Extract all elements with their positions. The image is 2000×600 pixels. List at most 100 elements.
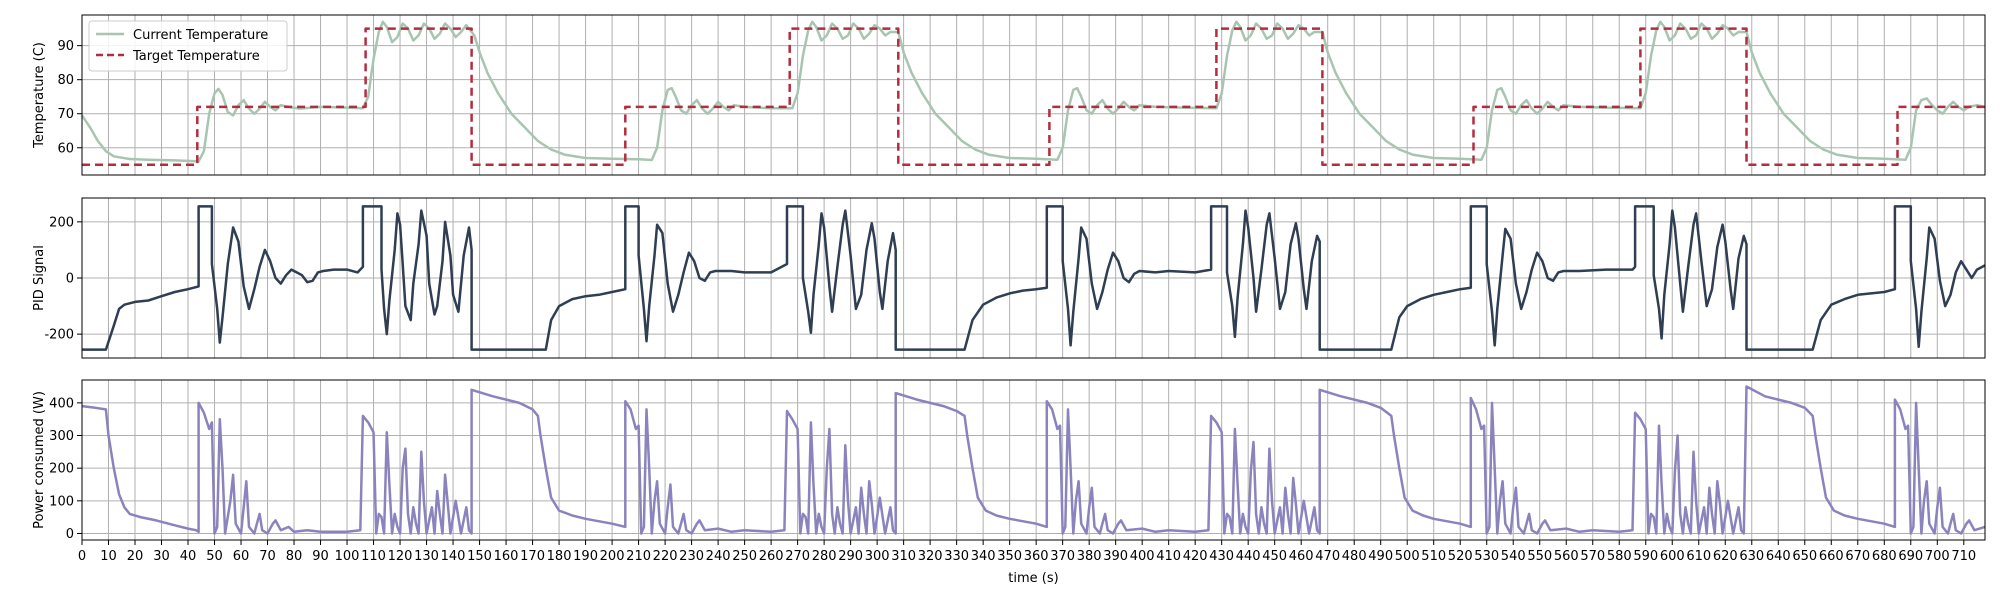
power-xtick-label: 490 bbox=[1368, 549, 1393, 564]
pid-ytick-label: -200 bbox=[44, 328, 74, 343]
power-xtick-label: 370 bbox=[1050, 549, 1075, 564]
power-plot-area bbox=[81, 385, 1986, 535]
power-xtick-label: 540 bbox=[1501, 549, 1526, 564]
temperature-axes-frame bbox=[81, 14, 1986, 176]
power-xtick-label: 70 bbox=[259, 549, 276, 564]
power-ytick-label: 400 bbox=[49, 396, 74, 411]
power-xtick-label: 380 bbox=[1077, 549, 1102, 564]
power-xtick-label: 150 bbox=[467, 549, 492, 564]
power-xtick-label: 390 bbox=[1103, 549, 1128, 564]
power-xtick-label: 350 bbox=[997, 549, 1022, 564]
power-yticks: 0 100 200 300 400 bbox=[49, 396, 82, 542]
legend-label-target-temperature: Target Temperature bbox=[132, 49, 260, 64]
power-xtick-label: 360 bbox=[1024, 549, 1049, 564]
temperature-legend: Current Temperature Target Temperature bbox=[88, 20, 288, 72]
power-xtick-label: 400 bbox=[1130, 549, 1155, 564]
power-xtick-label: 220 bbox=[653, 549, 678, 564]
temperature-panel: 60 70 80 90 Temperature (C) Current Tempera… bbox=[32, 14, 1986, 176]
power-xtick-label: 20 bbox=[127, 549, 144, 564]
power-xtick-label: 460 bbox=[1289, 549, 1314, 564]
power-xtick-label: 510 bbox=[1421, 549, 1446, 564]
power-xtick-label: 570 bbox=[1580, 549, 1605, 564]
pid-yticks: -200 0 200 bbox=[44, 215, 82, 343]
temperature-ytick-label: 90 bbox=[57, 39, 74, 54]
power-xtick-label: 140 bbox=[441, 549, 466, 564]
legend-label-current-temperature: Current Temperature bbox=[133, 28, 268, 43]
power-xtick-label: 180 bbox=[547, 549, 572, 564]
pid-grid bbox=[81, 198, 1985, 358]
power-xtick-label: 410 bbox=[1156, 549, 1181, 564]
power-xtick-label: 710 bbox=[1951, 549, 1976, 564]
power-axes-frame bbox=[81, 379, 1986, 541]
power-xtick-label: 430 bbox=[1209, 549, 1234, 564]
power-xtick-label: 600 bbox=[1660, 549, 1685, 564]
legend-box bbox=[88, 20, 288, 72]
power-xtick-label: 590 bbox=[1633, 549, 1658, 564]
power-ytick-label: 0 bbox=[66, 527, 74, 542]
power-xtick-label: 290 bbox=[838, 549, 863, 564]
pid-plot-area bbox=[82, 205, 1986, 351]
pid-ytick-label: 200 bbox=[49, 215, 74, 230]
power-xtick-label: 530 bbox=[1474, 549, 1499, 564]
power-xtick-label: 670 bbox=[1845, 549, 1870, 564]
power-xtick-label: 330 bbox=[944, 549, 969, 564]
power-xtick-label: 50 bbox=[206, 549, 223, 564]
power-xtick-label: 110 bbox=[361, 549, 386, 564]
power-xtick-label: 700 bbox=[1925, 549, 1950, 564]
power-xtick-label: 680 bbox=[1872, 549, 1897, 564]
power-xtick-label: 450 bbox=[1262, 549, 1287, 564]
power-xtick-label: 280 bbox=[812, 549, 837, 564]
power-xtick-label: 160 bbox=[494, 549, 519, 564]
power-xtick-label: 560 bbox=[1554, 549, 1579, 564]
power-xtick-label: 60 bbox=[233, 549, 250, 564]
power-xtick-label: 480 bbox=[1342, 549, 1367, 564]
power-xtick-label: 340 bbox=[971, 549, 996, 564]
power-xtick-label: 550 bbox=[1527, 549, 1552, 564]
power-xtick-label: 130 bbox=[414, 549, 439, 564]
power-xtick-label: 190 bbox=[573, 549, 598, 564]
power-xtick-label: 90 bbox=[312, 549, 329, 564]
power-xtick-label: 300 bbox=[865, 549, 890, 564]
power-xtick-label: 500 bbox=[1395, 549, 1420, 564]
power-ytick-label: 200 bbox=[49, 462, 74, 477]
power-xtick-label: 170 bbox=[520, 549, 545, 564]
power-xtick-label: 660 bbox=[1819, 549, 1844, 564]
pid-panel: -200 0 200 PID Signal bbox=[32, 197, 1986, 359]
pid-series-line-0 bbox=[82, 205, 1986, 351]
power-series-line-0 bbox=[81, 385, 1986, 535]
pid-ylabel: PID Signal bbox=[32, 245, 47, 311]
power-xtick-label: 250 bbox=[732, 549, 757, 564]
power-xtick-label: 650 bbox=[1792, 549, 1817, 564]
power-xtick-label: 610 bbox=[1686, 549, 1711, 564]
power-xtick-label: 320 bbox=[918, 549, 943, 564]
power-xtick-label: 620 bbox=[1713, 549, 1738, 564]
power-xtick-label: 10 bbox=[100, 549, 117, 564]
power-xtick-label: 580 bbox=[1607, 549, 1632, 564]
power-xtick-label: 240 bbox=[706, 549, 731, 564]
power-ylabel: Power consumed (W) bbox=[32, 391, 47, 529]
power-ytick-label: 100 bbox=[49, 494, 74, 509]
temperature-ytick-label: 70 bbox=[57, 107, 74, 122]
temperature-plot-area bbox=[80, 20, 1986, 167]
power-xtick-label: 80 bbox=[286, 549, 303, 564]
power-xtick-label: 260 bbox=[759, 549, 784, 564]
temperature-series-line-1 bbox=[82, 27, 1985, 167]
power-xtick-label: 100 bbox=[335, 549, 360, 564]
power-xtick-label: 230 bbox=[679, 549, 704, 564]
power-xtick-label: 630 bbox=[1739, 549, 1764, 564]
power-xtick-label: 640 bbox=[1766, 549, 1791, 564]
power-xtick-label: 690 bbox=[1898, 549, 1923, 564]
power-xtick-label: 120 bbox=[388, 549, 413, 564]
pid-ytick-label: 0 bbox=[66, 272, 74, 287]
power-xtick-label: 0 bbox=[78, 549, 86, 564]
power-xtick-label: 40 bbox=[180, 549, 197, 564]
power-xtick-label: 440 bbox=[1236, 549, 1261, 564]
power-xtick-label: 420 bbox=[1183, 549, 1208, 564]
power-xlabel: time (s) bbox=[1008, 571, 1058, 586]
power-xtick-label: 520 bbox=[1448, 549, 1473, 564]
temperature-ylabel: Temperature (C) bbox=[32, 42, 47, 149]
power-xticks: 0 10 20 30 40 50 60 70 80 90 100 110 120 130 140 150 160… bbox=[78, 540, 1976, 564]
